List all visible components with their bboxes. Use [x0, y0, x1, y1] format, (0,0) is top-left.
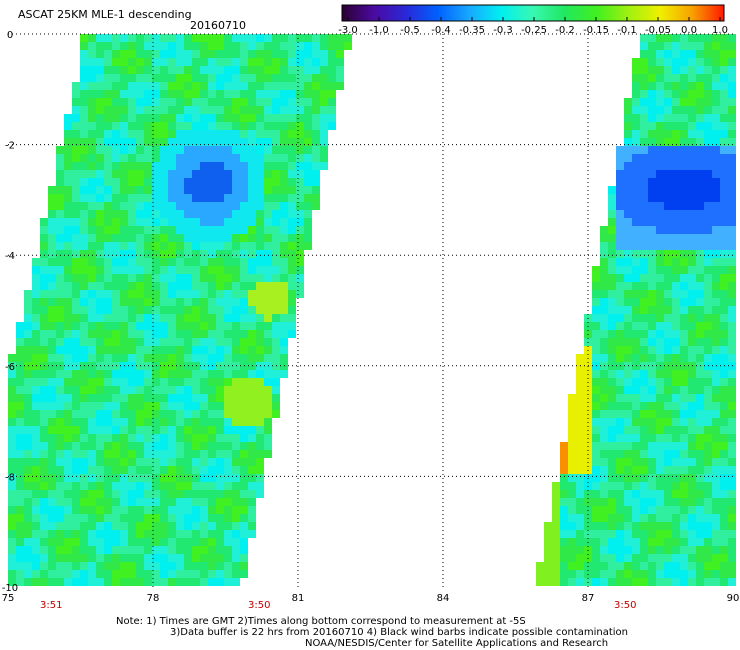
colorbar-label: -0.05: [645, 25, 671, 36]
y-tick-label: -8: [5, 472, 15, 483]
swath-layer: [8, 34, 736, 586]
time-label-3: 3:50: [614, 600, 637, 611]
colorbar-label: -0.35: [459, 25, 485, 36]
time-label-2: 3:50: [248, 600, 271, 611]
grid-layer: [8, 33, 733, 587]
colorbar-label: -1.0: [369, 25, 389, 36]
colorbar-label: 1.0: [712, 25, 728, 36]
x-tick-label: 87: [582, 593, 595, 604]
x-tick-label: 84: [437, 593, 450, 604]
note-line-2: 3)Data buffer is 22 hrs from 20160710 4)…: [170, 627, 628, 638]
y-tick-label: -6: [5, 362, 15, 373]
map-date: 20160710: [190, 19, 246, 32]
x-tick-label: 75: [2, 593, 15, 604]
colorbar-label: 0.0: [681, 25, 697, 36]
y-tick-label: -4: [5, 251, 15, 262]
x-tick-label: 78: [147, 593, 160, 604]
x-tick-label: 90: [727, 593, 740, 604]
colorbar-label: -0.3: [493, 25, 513, 36]
axis-ticks: 75 78 81 84 87 90 0 -2 -4 -6 -8 -10: [2, 30, 740, 604]
colorbar-label: -0.4: [431, 25, 451, 36]
colorbar-label: -0.25: [521, 25, 547, 36]
colorbar-label: -0.15: [583, 25, 609, 36]
colorbar: -3.0 -1.0 -0.5 -0.4 -0.35 -0.3 -0.25 -0.2 -0.15-…: [338, 4, 728, 36]
colorbar-label: -0.5: [400, 25, 420, 36]
map-title: ASCAT 25KM MLE-1 descending: [18, 8, 192, 21]
x-tick-label: 81: [292, 593, 305, 604]
note-line-3: NOAA/NESDIS/Center for Satellite Applica…: [305, 638, 609, 649]
y-tick-label: -10: [2, 583, 18, 594]
y-tick-label: -2: [5, 141, 15, 152]
y-tick-label: 0: [7, 30, 13, 41]
colorbar-label: -0.1: [617, 25, 637, 36]
colorbar-bar: [341, 4, 725, 22]
colorbar-label: -3.0: [338, 25, 358, 36]
note-line-1: Note: 1) Times are GMT 2)Times along bot…: [116, 616, 526, 627]
colorbar-label: -0.2: [555, 25, 575, 36]
time-label-1: 3:51: [40, 600, 63, 611]
